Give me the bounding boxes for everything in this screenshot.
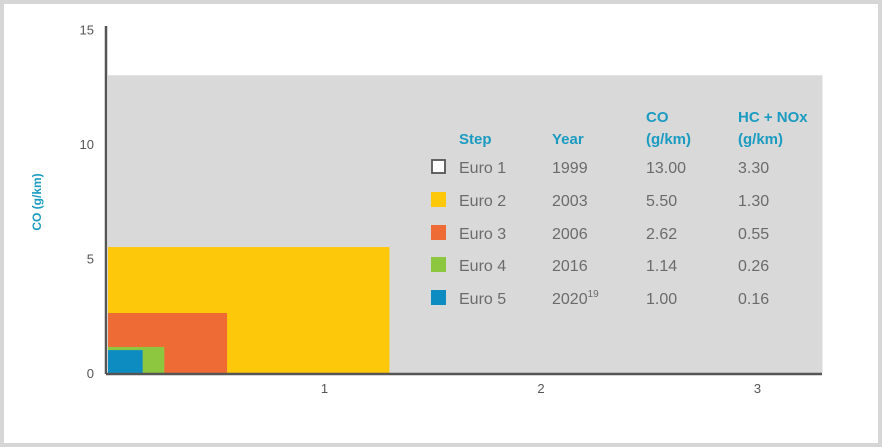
y-tick-label: 10 [80,137,94,152]
emission-area-rects [108,75,823,374]
legend-swatch [431,290,446,305]
header-co-line1: CO [646,109,669,126]
emission-standards-table: Step Year CO (g/km) HC + NOx (g/km) Euro… [431,109,808,308]
table-row: Euro 1 1999 13.00 3.30 [431,159,769,177]
area-euro-5 [108,350,143,373]
header-step: Step [459,131,492,148]
year-superscript: 19 [588,289,600,300]
chart-axes [104,26,822,376]
legend-swatch [431,257,446,272]
x-tick-label: 1 [321,381,328,396]
cell-hcnox: 0.16 [738,291,769,308]
cell-year: 2003 [552,193,588,210]
table-row: Euro 2 2003 5.50 1.30 [431,192,769,210]
cell-year: 2016 [552,258,588,275]
cell-hcnox: 3.30 [738,160,769,177]
cell-year: 2006 [552,226,588,243]
y-axis-label: CO (g/km) [30,173,44,230]
cell-co: 5.50 [646,193,677,210]
y-tick-label: 15 [80,23,94,38]
cell-co: 1.00 [646,291,677,308]
cell-hcnox: 1.30 [738,193,769,210]
header-co-line2: (g/km) [646,131,691,148]
legend-swatch [431,159,446,174]
cell-step: Euro 3 [459,226,506,243]
table-row: Euro 3 2006 2.62 0.55 [431,225,769,243]
cell-step: Euro 2 [459,193,506,210]
cell-co: 1.14 [646,258,677,275]
cell-step: Euro 4 [459,258,506,275]
header-year: Year [552,131,584,148]
legend-swatch [431,192,446,207]
x-tick-label: 3 [754,381,761,396]
cell-hcnox: 0.26 [738,258,769,275]
cell-co: 13.00 [646,160,686,177]
legend-swatch [431,225,446,240]
cell-step: Euro 5 [459,291,506,308]
cell-year: 1999 [552,160,588,177]
table-row: Euro 4 2016 1.14 0.26 [431,257,769,275]
cell-co: 2.62 [646,226,677,243]
y-tick-label: 0 [87,366,94,381]
header-hcnox-line2: (g/km) [738,131,783,148]
table-row: Euro 5 202019 1.00 0.16 [431,289,769,308]
tick-labels: 0 5 10 15 1 2 3 [80,23,762,397]
x-tick-label: 2 [537,381,544,396]
header-hcnox-line1: HC + NOx [738,109,808,126]
cell-step: Euro 1 [459,160,506,177]
cell-year: 202019 [552,289,599,308]
cell-hcnox: 0.55 [738,226,769,243]
y-tick-label: 5 [87,252,94,267]
